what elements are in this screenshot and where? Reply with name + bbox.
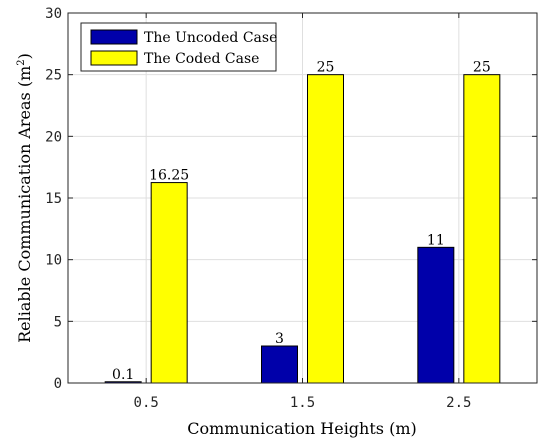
data-label-coded: 16.25 — [149, 168, 189, 184]
data-labels: 0.1 16.25 3 25 11 25 — [112, 60, 491, 383]
legend-swatch-uncoded — [90, 29, 138, 45]
legend: The Uncoded Case The Coded Case — [80, 22, 277, 72]
y-tick-label: 30 — [45, 6, 62, 22]
y-axis-label-text: Reliable Communication Areas (m — [15, 66, 34, 343]
y-axis-label: Reliable Communication Areas (m2) — [15, 53, 34, 343]
data-label-coded: 25 — [317, 60, 335, 76]
y-axis-ticks: 0 5 10 15 20 25 30 — [45, 6, 537, 392]
x-tick-label: 1.5 — [290, 395, 315, 411]
y-axis-label-tail: ) — [15, 53, 34, 59]
y-tick-label: 10 — [45, 253, 62, 269]
grid-lines — [68, 13, 537, 383]
y-tick-label: 20 — [45, 129, 62, 145]
x-tick-label: 0.5 — [134, 395, 159, 411]
x-axis-label: Communication Heights (m) — [187, 419, 416, 438]
bar-coded — [307, 74, 344, 384]
data-label-uncoded: 11 — [427, 232, 445, 248]
x-tick-label: 2.5 — [446, 395, 471, 411]
bars — [104, 74, 501, 384]
y-tick-label: 15 — [45, 191, 62, 207]
legend-swatch-coded — [90, 50, 138, 66]
bar-uncoded — [261, 345, 298, 384]
y-tick-label: 25 — [45, 68, 62, 84]
y-axis-label-superscript: 2 — [16, 59, 27, 65]
data-label-coded: 25 — [473, 60, 491, 76]
y-tick-label: 5 — [54, 314, 62, 330]
bar-uncoded — [417, 246, 455, 384]
data-label-uncoded: 3 — [275, 331, 284, 347]
data-label-uncoded: 0.1 — [112, 367, 134, 383]
bar-coded — [150, 182, 188, 384]
legend-label-coded: The Coded Case — [144, 51, 259, 67]
x-axis-ticks: 0.5 1.5 2.5 — [134, 13, 471, 411]
legend-label-uncoded: The Uncoded Case — [144, 30, 277, 46]
y-tick-label: 0 — [54, 376, 62, 392]
bar-coded — [463, 74, 501, 384]
